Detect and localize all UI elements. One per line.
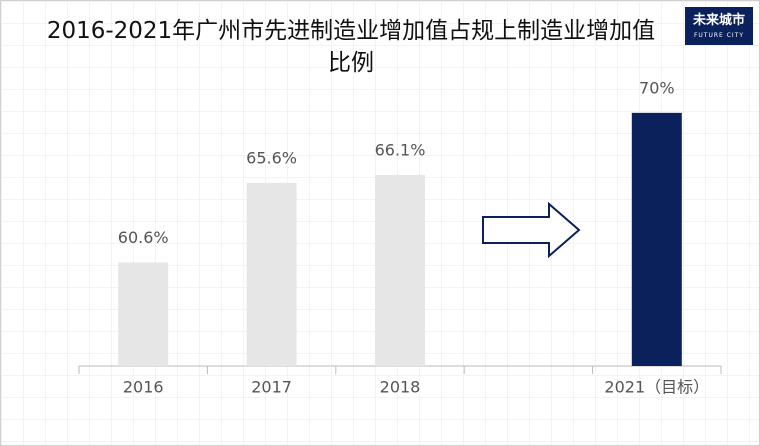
bar bbox=[631, 112, 682, 367]
value-label: 65.6% bbox=[246, 148, 297, 167]
x-tick-label: 2017 bbox=[251, 378, 292, 397]
bar bbox=[375, 174, 425, 366]
chart-title: 2016-2021年广州市先进制造业增加值占规上制造业增加值比例 bbox=[46, 18, 656, 76]
bar bbox=[118, 262, 169, 366]
x-tick-label: 2021（目标） bbox=[604, 378, 709, 397]
value-label: 60.6% bbox=[118, 228, 169, 247]
x-tick-label: 2018 bbox=[380, 378, 421, 397]
bar bbox=[246, 182, 297, 366]
logo: 未来城市 FUTURE CITY bbox=[685, 7, 753, 45]
logo-text: 未来城市 bbox=[692, 13, 745, 28]
value-label: 66.1% bbox=[375, 140, 426, 159]
value-label: 70% bbox=[639, 78, 675, 97]
logo-subtext: FUTURE CITY bbox=[693, 32, 745, 39]
x-tick-label: 2016 bbox=[123, 378, 164, 397]
arrow bbox=[482, 201, 581, 259]
